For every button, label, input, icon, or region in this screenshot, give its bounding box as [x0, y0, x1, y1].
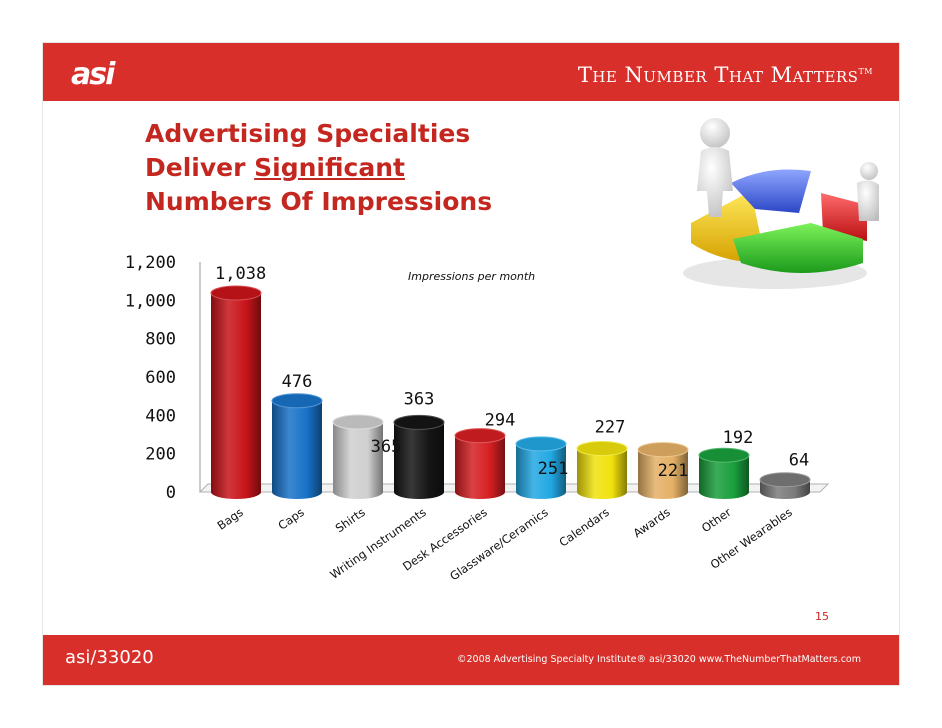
value-label: 221 [658, 461, 689, 481]
asi-logo: asi [71, 57, 115, 92]
pie-slice-green [733, 223, 863, 273]
x-tick-label: Shirts [333, 505, 368, 535]
value-label: 365 [371, 437, 402, 457]
footer-bar: asi/33020 ©2008 Advertising Specialty In… [43, 635, 899, 685]
bar-glassware-ceramics [515, 436, 567, 499]
tagline-text: The Number That Matters [577, 63, 859, 87]
bar-bags [210, 285, 262, 499]
page-number: 15 [815, 610, 829, 623]
bar-top [515, 436, 567, 452]
slide: asi The Number That MattersTM Advertisin… [43, 43, 899, 685]
bar-top [698, 447, 750, 463]
small-figure-head [860, 162, 878, 180]
title-line-2: Deliver Significant [145, 151, 615, 185]
person-figure-body [697, 147, 733, 217]
bar-other [698, 447, 750, 499]
trademark-mark: TM [858, 67, 873, 76]
pie-chart-people-illustration [683, 118, 879, 289]
x-tick-label: Calendars [556, 505, 611, 550]
bar-body [333, 422, 383, 499]
title-line-2-prefix: Deliver [145, 153, 255, 182]
bar-desk-accessories [454, 428, 506, 499]
slide-title: Advertising Specialties Deliver Signific… [145, 117, 615, 219]
value-label: 251 [538, 459, 569, 479]
chart-bars [210, 285, 811, 499]
bar-body [272, 400, 322, 499]
value-label: 1,038 [215, 264, 266, 284]
bar-top [637, 442, 689, 458]
footer-code: asi/33020 [65, 647, 154, 668]
y-tick-label: 600 [145, 368, 176, 388]
bar-calendars [576, 440, 628, 499]
bar-other-wearables [759, 472, 811, 499]
bar-top [271, 393, 323, 409]
y-tick-label: 1,000 [125, 291, 176, 311]
value-label: 476 [282, 372, 313, 392]
bar-body [699, 455, 749, 499]
bar-top [332, 414, 384, 430]
bar-top [210, 285, 262, 301]
tagline: The Number That MattersTM [578, 63, 873, 87]
bar-shirts [332, 414, 384, 499]
bar-body [455, 435, 505, 499]
title-line-3: Numbers Of Impressions [145, 187, 493, 216]
bar-top [393, 414, 445, 430]
y-tick-label: 0 [166, 483, 176, 503]
bar-awards [637, 442, 689, 499]
bar-writing-instruments [393, 414, 445, 499]
x-tick-label: Bags [215, 505, 246, 533]
bar-top [759, 472, 811, 488]
y-tick-label: 400 [145, 406, 176, 426]
y-tick-label: 1,200 [125, 253, 176, 273]
value-label: 294 [485, 411, 516, 431]
value-label: 64 [789, 451, 809, 471]
value-label: 363 [404, 389, 435, 409]
title-emphasis: Significant [254, 153, 405, 182]
bar-body [577, 448, 627, 499]
bar-body [211, 293, 261, 499]
value-label: 227 [595, 417, 626, 437]
bar-top [576, 440, 628, 456]
value-label: 192 [723, 428, 754, 448]
chart-annotation: Impressions per month [408, 270, 535, 283]
bar-body [394, 422, 444, 499]
y-tick-label: 200 [145, 445, 176, 465]
footer-copyright: ©2008 Advertising Specialty Institute® a… [456, 654, 861, 665]
person-figure-head [700, 118, 730, 148]
title-line-1: Advertising Specialties [145, 119, 471, 148]
small-figure-body [857, 180, 879, 221]
header-bar: asi The Number That MattersTM [43, 43, 899, 101]
y-tick-label: 800 [145, 330, 176, 350]
bar-top [454, 428, 506, 444]
pie-slice-blue [731, 169, 811, 213]
bar-body [516, 443, 566, 499]
x-tick-label: Other [699, 505, 734, 535]
x-tick-label: Awards [631, 505, 673, 540]
x-tick-label: Glassware/Ceramics [447, 505, 551, 583]
bar-caps [271, 393, 323, 499]
pie-slice-red [821, 193, 867, 241]
bar-body [638, 449, 688, 499]
x-tick-label: Caps [275, 505, 306, 533]
